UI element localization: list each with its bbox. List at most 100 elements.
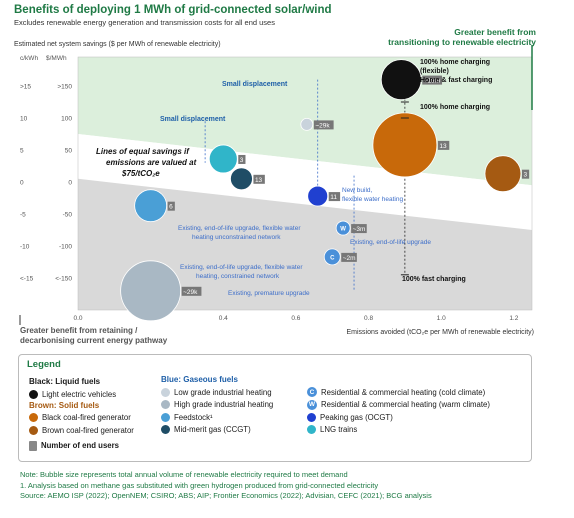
bubble bbox=[307, 185, 329, 207]
users-tag-label: 3 bbox=[240, 157, 244, 164]
legend-blue-head: Blue: Gaseous fuels bbox=[161, 375, 238, 384]
black-coal-dot-icon bbox=[29, 413, 38, 423]
high-grade-dot-icon bbox=[161, 400, 170, 410]
chart-subtitle: Excludes renewable energy generation and… bbox=[14, 18, 275, 27]
footnote-1: 1. Analysis based on methane gas substit… bbox=[20, 480, 379, 490]
users-tag bbox=[253, 174, 265, 184]
bubble bbox=[380, 59, 422, 100]
legend-item-low-grade: Low grade industrial heating bbox=[161, 386, 273, 399]
legend-black-head: Black: Liquid fuels bbox=[29, 377, 101, 386]
legend-item-label: Peaking gas (OCGT) bbox=[320, 412, 393, 422]
legend-item-end-users: Number of end users bbox=[29, 440, 134, 453]
legend-item-high-grade: High grade industrial heating bbox=[161, 399, 273, 412]
annotation-small-displacement: Small displacement bbox=[222, 81, 288, 88]
cold-climate-icon: C bbox=[307, 387, 317, 398]
users-tag bbox=[328, 192, 341, 202]
legend-item-label: Residential & commercial heating (warm c… bbox=[321, 400, 490, 410]
users-tag bbox=[341, 252, 357, 262]
y-tick-ckwh: 5 bbox=[20, 148, 24, 155]
users-tag bbox=[238, 154, 246, 164]
y-tick-ckwh: -10 bbox=[20, 244, 30, 251]
users-tag-label: ~19m bbox=[424, 78, 440, 85]
users-tag bbox=[181, 286, 202, 296]
legend-column-gaseous: Blue: Gaseous fuels Low grade industrial… bbox=[161, 375, 273, 436]
y-tick-ckwh: >15 bbox=[20, 84, 31, 91]
annotation-home-charging: 100% home charging bbox=[420, 104, 490, 111]
legend-item-label: Feedstock¹ bbox=[174, 412, 213, 422]
ocgt-dot-icon bbox=[307, 412, 316, 422]
users-tag-label: 3 bbox=[523, 172, 527, 179]
y-tick-usd: 0 bbox=[68, 180, 72, 187]
users-tag-label: ~29k bbox=[315, 122, 330, 129]
bubble bbox=[300, 118, 314, 131]
legend-box: Legend Black: Liquid fuels Light electri… bbox=[18, 354, 532, 462]
grey-region-label: Greater benefit from retaining / decarbo… bbox=[20, 326, 167, 346]
scatter-plot: c/kWh $/MWh >15 >150 10 100 5 50 0 0 -5 -50 -10 -100 <… bbox=[19, 45, 533, 325]
bubble-glyph: C bbox=[330, 255, 335, 261]
users-tag-label: ~3m bbox=[353, 226, 366, 233]
bubble bbox=[208, 144, 238, 174]
equal-savings-note: $75/tCO₂e bbox=[121, 169, 160, 178]
legend-item-label: Brown coal-fired generator bbox=[42, 425, 134, 435]
bubble bbox=[120, 260, 182, 322]
users-tag-label: 11 bbox=[330, 194, 337, 201]
bubble bbox=[323, 248, 341, 266]
x-tick-label: 0.6 bbox=[291, 315, 300, 322]
x-tick-label: 0.4 bbox=[219, 315, 228, 322]
bubble bbox=[230, 167, 253, 191]
legend-item-label: Number of end users bbox=[41, 441, 119, 451]
annotation-fast-charging: 100% fast charging bbox=[402, 276, 466, 283]
green-region-label-line2: transitioning to renewable electricity bbox=[388, 37, 536, 47]
legend-item-light-ev: Light electric vehicles bbox=[29, 388, 134, 401]
bubble bbox=[484, 155, 522, 193]
users-tag bbox=[351, 224, 367, 234]
legend-item-label: High grade industrial heating bbox=[174, 400, 274, 410]
y-axis-label: Estimated net system savings ($ per MWh … bbox=[14, 41, 221, 48]
annotation-home-charging-flexible: 100% home charging bbox=[420, 59, 490, 66]
users-tag bbox=[437, 140, 450, 150]
legend-item-black-coal: Black coal-fired generator bbox=[29, 412, 134, 425]
legend-item-ccgt: Mid-merit gas (CCGT) bbox=[161, 424, 273, 437]
y-tick-ckwh: -5 bbox=[20, 212, 26, 219]
users-tag bbox=[167, 201, 175, 211]
ccgt-dot-icon bbox=[161, 425, 170, 435]
y-tick-ckwh: 10 bbox=[20, 116, 28, 123]
brown-coal-dot-icon bbox=[29, 425, 38, 435]
grey-region-label-line2: decarbonising current energy pathway bbox=[20, 336, 168, 345]
y-unit-usd: $/MWh bbox=[46, 55, 67, 62]
legend-item-label: Mid-merit gas (CCGT) bbox=[174, 425, 251, 435]
annotation-new-build: New build, bbox=[342, 187, 373, 194]
bubble bbox=[134, 189, 168, 223]
legend-column-gaseous-2: C Residential & commercial heating (cold… bbox=[307, 386, 490, 436]
light-ev-dot-icon bbox=[29, 389, 38, 399]
x-tick-label: 0.8 bbox=[364, 315, 373, 322]
y-tick-usd: <-150 bbox=[55, 276, 72, 283]
annotation-small-displacement: Small displacement bbox=[160, 116, 226, 123]
users-tag bbox=[422, 75, 443, 85]
legend-item-label: Black coal-fired generator bbox=[42, 413, 131, 423]
legend-column-liquid-solid: Black: Liquid fuels Light electric vehic… bbox=[29, 377, 134, 452]
legend-item-warm-climate: W Residential & commercial heating (warm… bbox=[307, 399, 490, 412]
y-tick-ckwh: 0 bbox=[20, 180, 24, 187]
annotation-eol-constrained-1: Existing, end-of-life upgrade, flexible … bbox=[180, 264, 303, 271]
feedstock-dot-icon bbox=[161, 412, 170, 422]
legend-item-label: Light electric vehicles bbox=[42, 389, 117, 399]
users-tag bbox=[313, 120, 334, 130]
x-tick-label: 1.0 bbox=[437, 315, 446, 322]
grey-region bbox=[78, 178, 532, 310]
green-region-label-line1: Greater benefit from bbox=[454, 27, 536, 37]
plot-border bbox=[77, 56, 533, 311]
users-tag-label: 13 bbox=[439, 143, 447, 150]
legend-item-label: LNG trains bbox=[320, 425, 358, 435]
low-grade-dot-icon bbox=[161, 387, 170, 397]
chart-title: Benefits of deploying 1 MWh of grid-conn… bbox=[14, 4, 332, 16]
y-tick-usd: -100 bbox=[59, 244, 72, 251]
annotation-eol-unconstrained-2: heating unconstrained network bbox=[192, 234, 281, 241]
footnotes: Note: Bubble size represents total annua… bbox=[20, 470, 432, 502]
bubble bbox=[372, 112, 438, 178]
equal-savings-note: Lines of equal savings if bbox=[96, 147, 190, 156]
users-tag-label: 13 bbox=[255, 177, 263, 184]
warm-climate-icon: W bbox=[307, 399, 317, 410]
legend-item-ocgt: Peaking gas (OCGT) bbox=[307, 411, 490, 424]
legend-item-label: Residential & commercial heating (cold c… bbox=[321, 387, 486, 397]
